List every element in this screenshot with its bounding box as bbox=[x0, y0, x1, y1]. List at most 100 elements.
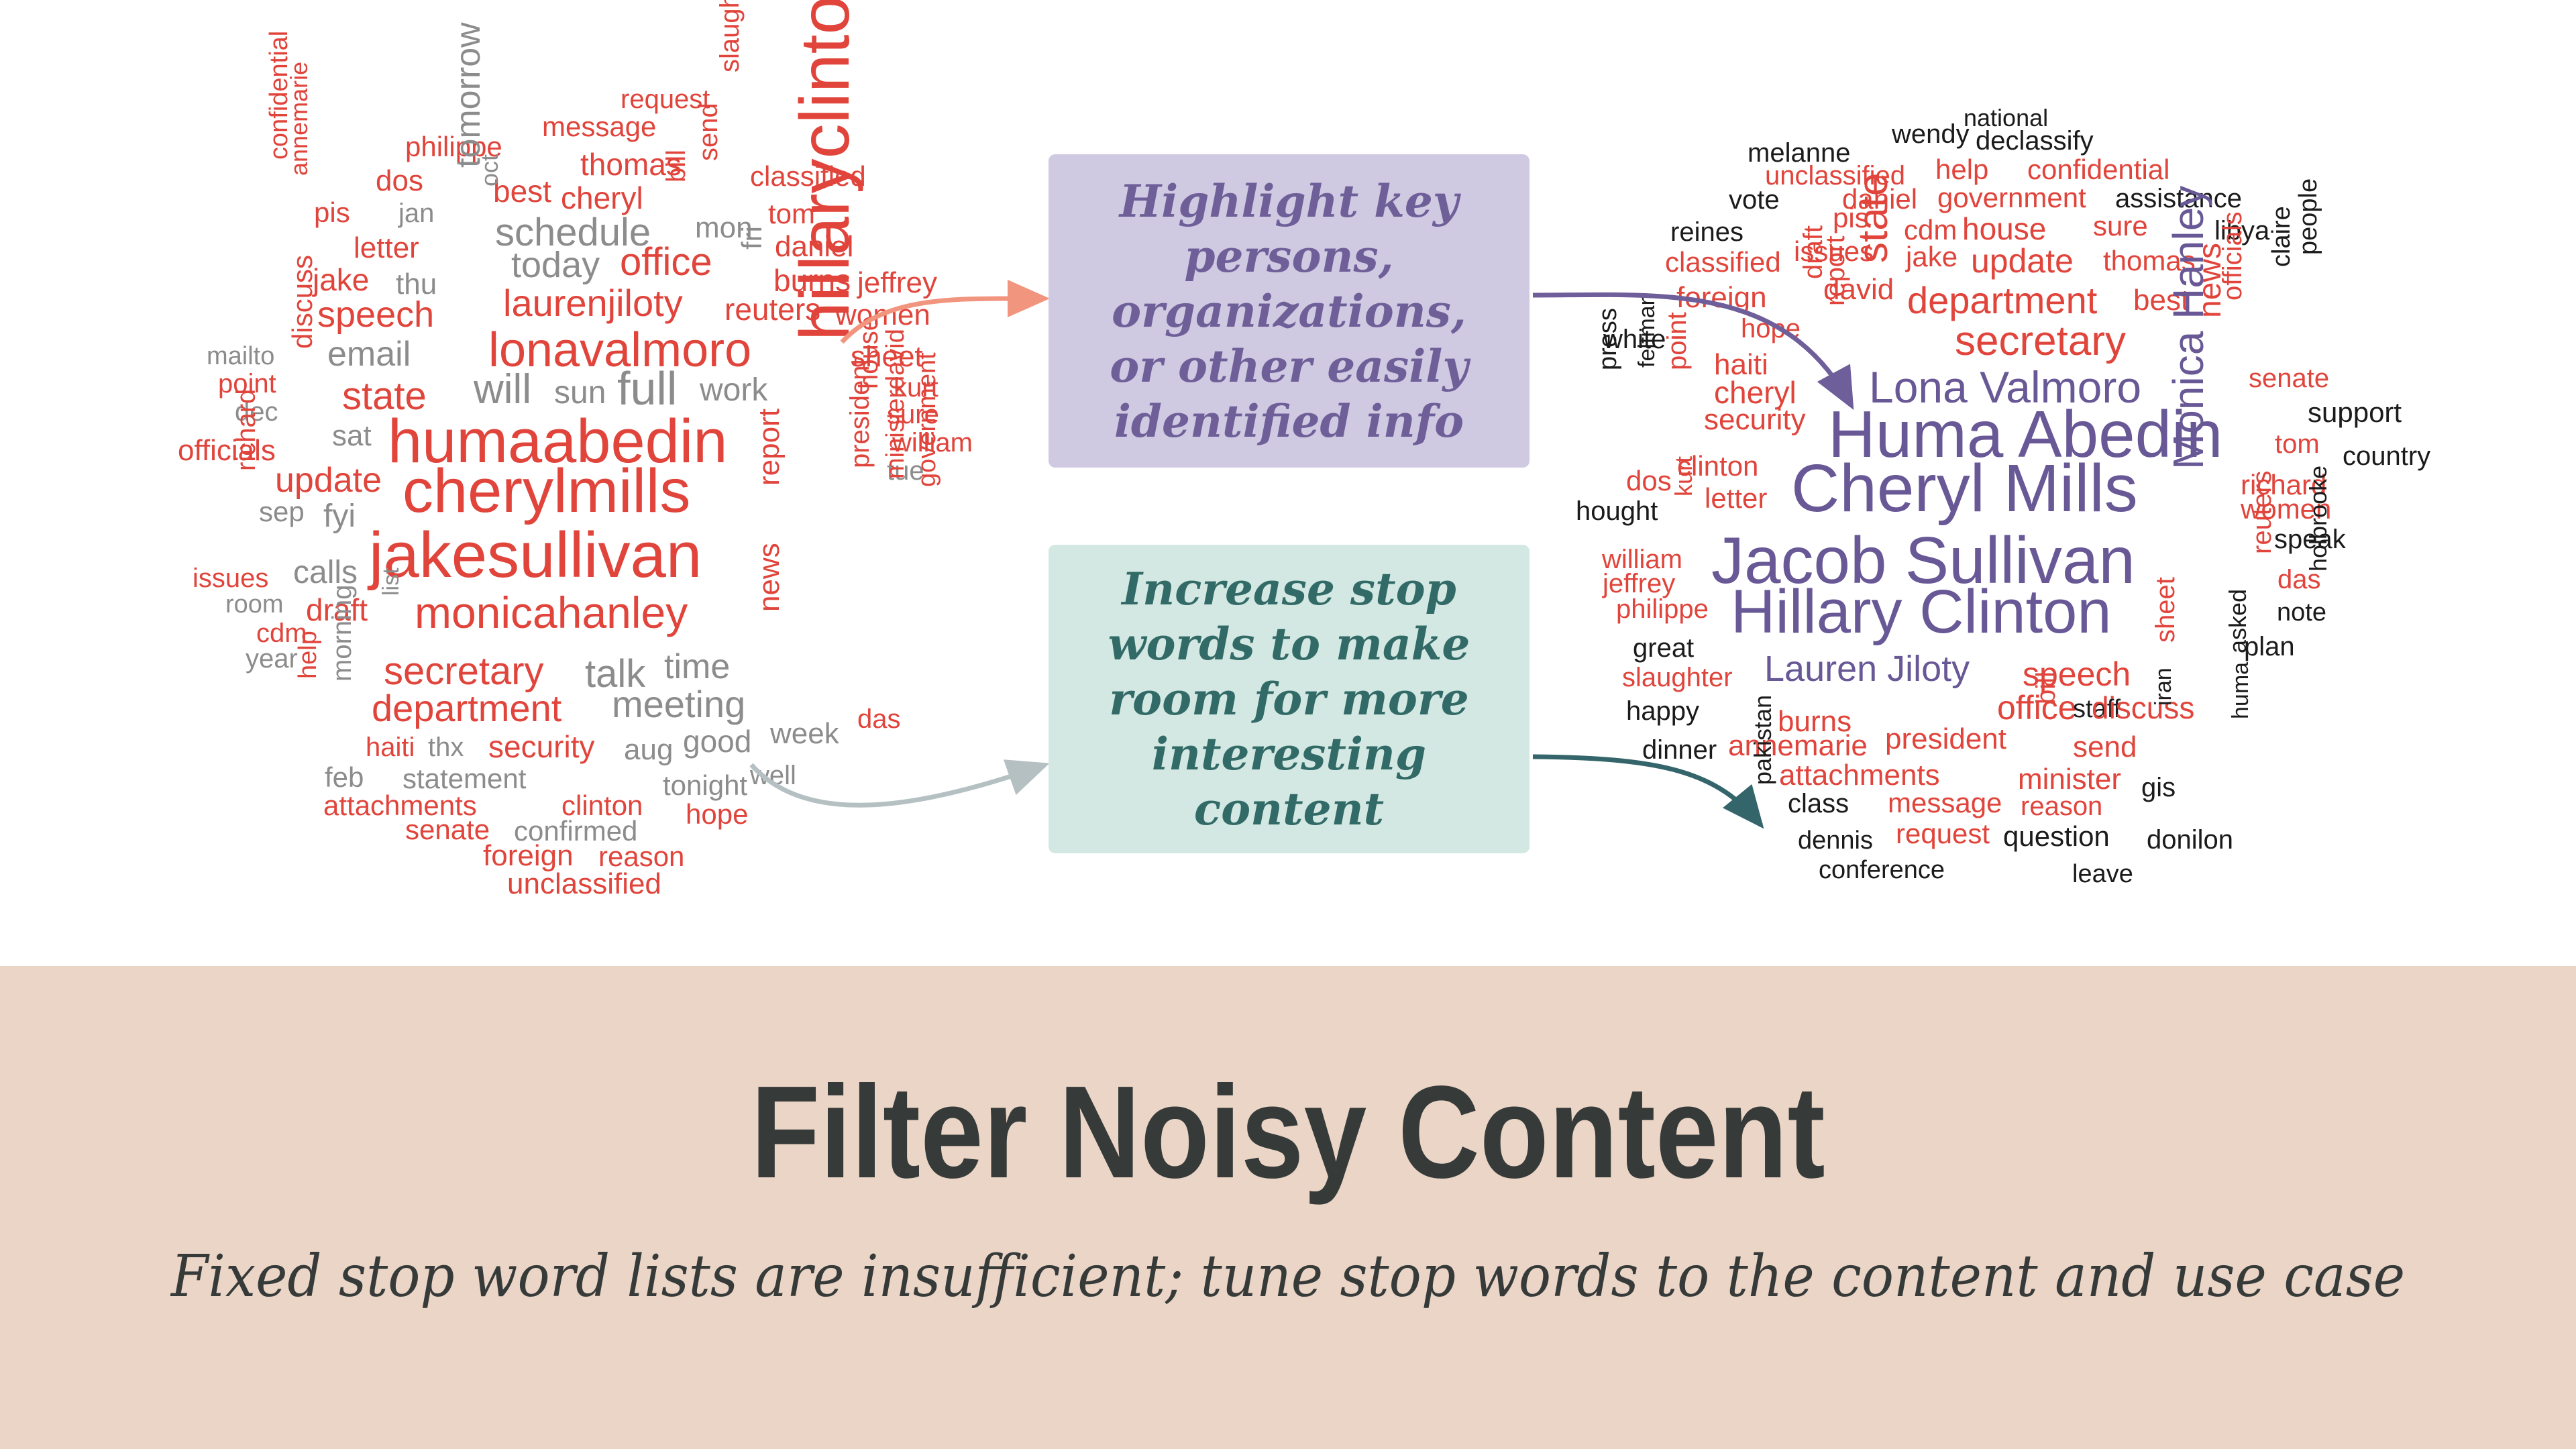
left-cloud-word: unclassified bbox=[507, 867, 661, 900]
right-cloud-word: jake bbox=[1906, 241, 1958, 272]
arrow-from-highlight bbox=[1532, 292, 1854, 411]
right-cloud-word: attachments bbox=[1779, 759, 1940, 792]
right-cloud-word: hought bbox=[1576, 496, 1658, 526]
left-cloud-word: room bbox=[225, 590, 284, 619]
left-cloud-word: tonight bbox=[663, 769, 748, 801]
right-cloud-word: class bbox=[1788, 789, 1849, 818]
left-cloud-word: thx bbox=[428, 733, 464, 762]
right-cloud-word: leave bbox=[2072, 860, 2133, 888]
right-cloud-word: Lauren Jiloty bbox=[1764, 649, 1970, 689]
right-cloud-word: vote bbox=[1729, 185, 1780, 215]
right-cloud-word: philippe bbox=[1616, 594, 1709, 624]
right-cloud-word: send bbox=[2073, 731, 2137, 763]
right-cloud-word: wendy bbox=[1892, 119, 1970, 149]
left-cloud-word: monicahanley bbox=[415, 588, 688, 637]
left-cloud-word: meeting bbox=[612, 683, 746, 725]
left-cloud-word: jan bbox=[398, 199, 435, 228]
left-cloud-word: sure bbox=[887, 400, 939, 429]
right-cloud-word: richard bbox=[2241, 469, 2327, 500]
right-cloud-word: libya bbox=[2214, 216, 2270, 246]
right-cloud-word: dinner bbox=[1642, 735, 1717, 765]
right-cloud-word: declassify bbox=[1976, 126, 2094, 156]
right-cloud-word: classified bbox=[1665, 246, 1781, 278]
left-cloud-word: cheryl bbox=[561, 180, 643, 215]
stop-words-callout: Increase stop words to make room for mor… bbox=[1049, 545, 1529, 853]
left-cloud-word: jake bbox=[313, 262, 370, 297]
left-cloud-word: dos bbox=[376, 164, 423, 197]
left-cloud-word: office bbox=[620, 240, 712, 284]
left-cloud-word: issues bbox=[193, 564, 269, 593]
arrow-to-highlight bbox=[840, 279, 1050, 344]
right-cloud-word: william bbox=[1602, 545, 1682, 574]
right-cloud-word: plan bbox=[2244, 632, 2295, 661]
footer-band: Filter Noisy Content Fixed stop word lis… bbox=[0, 966, 2576, 1449]
right-cloud-word: sure bbox=[2093, 210, 2148, 241]
right-cloud-word: haiti bbox=[1714, 348, 1768, 381]
left-cloud-word: good bbox=[683, 724, 752, 759]
right-cloud-word: women bbox=[2241, 493, 2332, 525]
left-cloud-word: pis bbox=[314, 197, 350, 228]
right-cloud-word: speech bbox=[2023, 655, 2131, 693]
left-cloud-word: time bbox=[664, 647, 731, 686]
right-cloud-word: minister bbox=[2018, 763, 2122, 796]
right-cloud-word: department bbox=[1907, 279, 2098, 321]
left-cloud-word: request bbox=[621, 85, 710, 114]
left-cloud-word: burns bbox=[773, 263, 851, 298]
right-cloud-word: unclassified bbox=[1765, 161, 1906, 191]
left-cloud-word: thomas bbox=[580, 147, 682, 182]
left-cloud-word: mon bbox=[695, 211, 753, 244]
right-cloud-word: dennis bbox=[1798, 826, 1873, 855]
right-cloud-word: request bbox=[1896, 818, 1990, 849]
left-cloud-word: officials bbox=[178, 434, 276, 467]
left-cloud-word: senate bbox=[405, 814, 490, 845]
right-cloud-word: secretary bbox=[1955, 318, 2126, 364]
right-cloud-word: senate bbox=[2249, 364, 2330, 393]
left-cloud-word: attachments bbox=[323, 790, 477, 821]
right-cloud-word: gis bbox=[2141, 773, 2176, 802]
right-cloud-word: conference bbox=[1819, 856, 1945, 884]
left-cloud-word: aug bbox=[624, 733, 674, 766]
left-cloud-word: tom bbox=[768, 198, 816, 229]
left-cloud-word: draft bbox=[306, 592, 368, 627]
left-cloud-word: reason bbox=[598, 841, 685, 872]
right-cloud-word: country bbox=[2343, 441, 2431, 471]
arrow-to-stop-words bbox=[749, 759, 1050, 808]
arrow-from-stop-words bbox=[1532, 754, 1764, 829]
right-cloud-word: letter bbox=[1705, 482, 1768, 514]
right-cloud-word: jeffrey bbox=[1603, 569, 1676, 598]
right-cloud-word: assistance bbox=[2115, 184, 2242, 213]
right-cloud-word: house bbox=[1962, 211, 2047, 246]
right-cloud-word: message bbox=[1888, 787, 2002, 818]
left-cloud-word: talk bbox=[585, 652, 646, 696]
right-cloud-word: security bbox=[1704, 403, 1806, 436]
right-cloud-word: government bbox=[1937, 182, 2086, 213]
left-cloud-word: dec bbox=[235, 397, 278, 427]
right-cloud-word: support bbox=[2308, 396, 2402, 428]
highlight-callout-text: Highlight key persons, organizations, or… bbox=[1110, 174, 1468, 447]
left-cloud-word: william bbox=[892, 428, 973, 458]
right-cloud-word: annemarie bbox=[1728, 729, 1868, 762]
left-cloud-word: sheet bbox=[851, 340, 923, 373]
right-cloud-word: daniel bbox=[1842, 183, 1918, 215]
left-cloud-word: tue bbox=[887, 456, 924, 486]
right-cloud-word: tom bbox=[2275, 429, 2320, 459]
left-cloud-word: lonavalmoro bbox=[488, 323, 752, 377]
left-cloud-word: hope bbox=[686, 798, 749, 830]
right-cloud-word: reines bbox=[1670, 217, 1743, 247]
left-cloud-word: confirmed bbox=[514, 815, 638, 847]
right-cloud-word: slaughter bbox=[1622, 663, 1733, 692]
right-cloud-word: pis bbox=[1833, 202, 1869, 233]
left-cloud-word: today bbox=[511, 245, 600, 285]
left-cloud-word: daniel bbox=[775, 230, 854, 263]
right-cloud-word: donilon bbox=[2147, 825, 2234, 855]
left-cloud-word: update bbox=[275, 461, 382, 500]
right-cloud-word: discuss bbox=[2092, 690, 2195, 725]
left-cloud-word: security bbox=[488, 729, 595, 764]
left-cloud-word: email bbox=[327, 335, 411, 374]
right-cloud-word: Lona Valmoro bbox=[1869, 362, 2142, 412]
left-cloud-word: fyi bbox=[323, 498, 356, 534]
right-cloud-word: staff bbox=[2073, 695, 2121, 723]
left-cloud-word: sep bbox=[259, 496, 305, 527]
right-cloud-word: issues bbox=[1794, 235, 1874, 267]
left-cloud-word: humaabedin bbox=[388, 407, 728, 476]
